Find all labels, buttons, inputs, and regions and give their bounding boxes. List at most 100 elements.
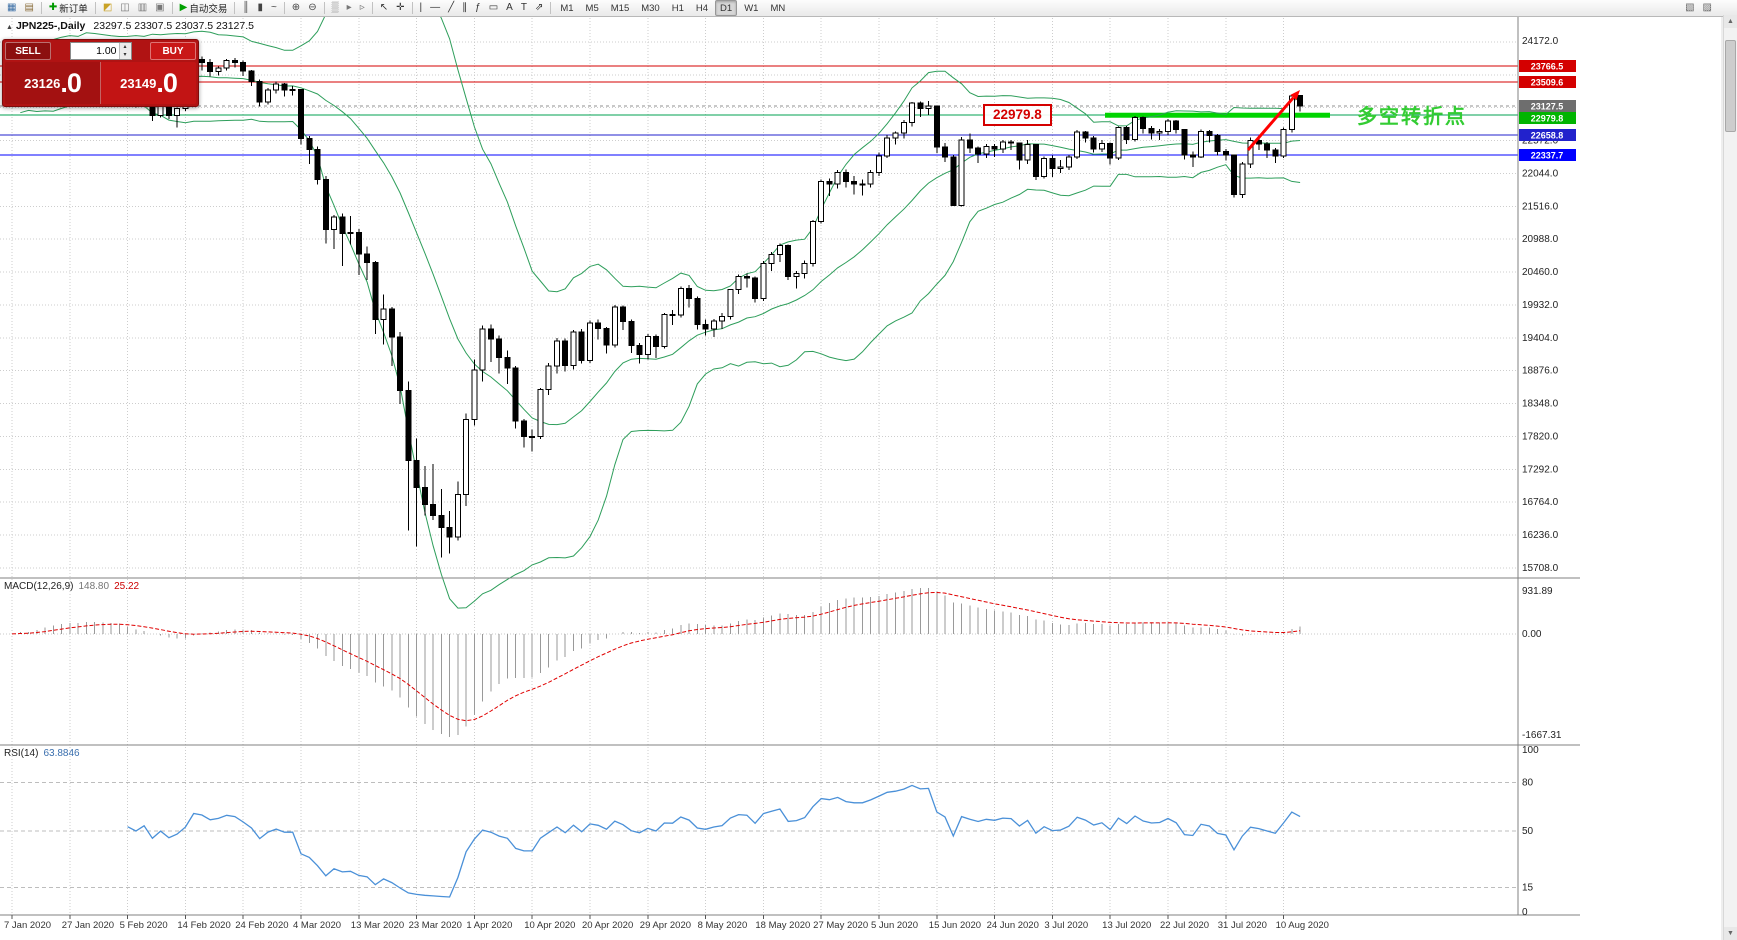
profiles-button[interactable]: ▤ [21, 0, 36, 16]
auto-trading-icon: ▶ [179, 2, 188, 13]
chart-shift-button[interactable]: ▹ [357, 0, 368, 16]
svg-text:20988.0: 20988.0 [1522, 234, 1559, 245]
svg-text:15: 15 [1522, 883, 1534, 894]
svg-text:23 Mar 2020: 23 Mar 2020 [409, 920, 462, 931]
timeframe-group: M1 M5 M15 M30 H1 H4 D1 W1 MN [554, 0, 791, 16]
svg-text:23127.5: 23127.5 [1531, 102, 1564, 112]
svg-text:15708.0: 15708.0 [1522, 563, 1559, 574]
thick-trend-line [1105, 112, 1330, 118]
svg-text:80: 80 [1522, 777, 1534, 788]
symbol-ohlc-values: 23297.5 23307.5 23037.5 23127.5 [93, 20, 254, 32]
svg-text:8 May 2020: 8 May 2020 [698, 920, 748, 931]
new-window-button[interactable]: ▨ [1700, 0, 1715, 16]
new-order-button[interactable]: ✚ 新订单 [46, 0, 91, 16]
timeframe-M1-button[interactable]: M1 [560, 2, 574, 14]
terminal-button[interactable]: ▣ [152, 0, 167, 16]
trendline-button[interactable]: ╱ [445, 0, 457, 16]
timeframe-D1-button[interactable]: D1 [715, 0, 738, 16]
price-callout-annotation[interactable]: 22979.8 [983, 104, 1052, 126]
svg-text:1 Apr 2020: 1 Apr 2020 [466, 920, 512, 931]
sell-price[interactable]: 23126.0 [5, 62, 101, 104]
turning-point-label[interactable]: 多空转折点 [1357, 106, 1467, 128]
timeframe-M5-button[interactable]: M5 [585, 2, 599, 14]
tile-windows-icon: ▒ [331, 2, 339, 13]
horizontal-line-icon: — [430, 2, 441, 13]
timeframe-M30-button[interactable]: M30 [641, 2, 660, 14]
svg-text:10 Aug 2020: 10 Aug 2020 [1276, 920, 1329, 931]
svg-text:23766.5: 23766.5 [1531, 62, 1564, 72]
chart-bars-button[interactable]: ║ [239, 0, 252, 16]
macd-panel: 931.89 0.00 -1667.31 [0, 586, 1562, 741]
channel-button[interactable]: ∥ [459, 0, 470, 16]
level-lines[interactable] [0, 65, 1518, 156]
toolbar: ▦ ▤ ✚ 新订单 ◩ ◫ ▥ ▣ ▶ 自动交易 ║ ▮ ~ ⊕ ⊖ ▒ ▸ ▹ ↖ ✛ | — ╱ ∥ ƒ ▭ A T ⇗ M1 M5 M… [0, 0, 1737, 17]
rsi-indicator-header: RSI(14) 63.8846 [4, 748, 80, 759]
volume-input[interactable] [70, 43, 119, 59]
svg-text:13 Jul 2020: 13 Jul 2020 [1102, 920, 1151, 931]
auto-trading-label: 自动交易 [189, 4, 228, 15]
volume-decrease-button[interactable]: ▾ [123, 52, 127, 58]
new-chart-icon: ▦ [7, 2, 17, 13]
shapes-button[interactable]: ▭ [486, 0, 501, 16]
scroll-up-button[interactable]: ▲ [1724, 15, 1737, 28]
cursor-icon: ↖ [379, 2, 389, 13]
scrollbar-thumb[interactable] [1725, 40, 1736, 132]
svg-text:31 Jul 2020: 31 Jul 2020 [1218, 920, 1267, 931]
rsi-value: 63.8846 [43, 748, 80, 759]
auto-scroll-button[interactable]: ▸ [344, 0, 355, 16]
vertical-line-button[interactable]: | [417, 0, 426, 16]
svg-text:18348.0: 18348.0 [1522, 399, 1559, 410]
data-window-icon: ◫ [120, 2, 130, 13]
trend-arrow[interactable] [1246, 90, 1300, 151]
fibonacci-button[interactable]: ƒ [472, 0, 484, 16]
svg-text:7 Jan 2020: 7 Jan 2020 [4, 920, 51, 931]
timeframe-H4-button[interactable]: H4 [695, 2, 709, 14]
arrows-icon: ⇗ [534, 2, 544, 13]
text-button[interactable]: A [503, 0, 516, 16]
buy-button[interactable]: BUY [150, 42, 196, 60]
scroll-down-button[interactable]: ▼ [1724, 927, 1737, 940]
svg-text:0.00: 0.00 [1522, 629, 1542, 640]
chart-candles-button[interactable]: ▮ [254, 0, 266, 16]
horizontal-line-button[interactable]: — [427, 0, 443, 16]
help-button[interactable]: ▧ [1682, 0, 1697, 16]
svg-text:21516.0: 21516.0 [1522, 201, 1559, 212]
timeframe-H1-button[interactable]: H1 [671, 2, 684, 14]
macd-signal-value: 25.22 [114, 581, 140, 592]
toolbar-separator [323, 2, 325, 14]
market-watch-button[interactable]: ◩ [100, 0, 115, 16]
chart-line-button[interactable]: ~ [268, 0, 280, 16]
svg-text:0: 0 [1522, 907, 1528, 918]
svg-text:15 Jun 2020: 15 Jun 2020 [929, 920, 981, 931]
timeframe-M15-button[interactable]: M15 [610, 2, 630, 14]
new-chart-button[interactable]: ▦ [4, 0, 19, 16]
svg-text:27 May 2020: 27 May 2020 [813, 920, 868, 931]
scrollbar-track[interactable] [1724, 28, 1737, 927]
vertical-line-icon: | [419, 2, 423, 13]
svg-text:16236.0: 16236.0 [1522, 530, 1559, 541]
vertical-scrollbar[interactable]: ▲ ▼ [1723, 15, 1737, 940]
svg-text:5 Feb 2020: 5 Feb 2020 [120, 920, 168, 931]
sell-button[interactable]: SELL [5, 42, 51, 60]
svg-text:22658.8: 22658.8 [1531, 131, 1564, 141]
svg-text:18876.0: 18876.0 [1522, 366, 1559, 377]
crosshair-button[interactable]: ✛ [393, 0, 407, 16]
navigator-button[interactable]: ▥ [135, 0, 150, 16]
text-label-button[interactable]: T [518, 0, 530, 16]
buy-price[interactable]: 23149.0 [101, 62, 196, 104]
volume-spinner: ▴ ▾ [118, 43, 131, 59]
chart-candles-icon: ▮ [257, 2, 263, 13]
channel-icon: ∥ [462, 2, 468, 13]
symbol-header: ▲ JPN225-,Daily 23297.5 23307.5 23037.5 23… [6, 20, 254, 32]
arrows-button[interactable]: ⇗ [532, 0, 546, 16]
volume-increase-button[interactable]: ▴ [123, 44, 127, 50]
data-window-button[interactable]: ◫ [117, 0, 132, 16]
zoom-in-button[interactable]: ⊕ [289, 0, 303, 16]
zoom-out-button[interactable]: ⊖ [305, 0, 319, 16]
auto-trading-button[interactable]: ▶ 自动交易 [177, 0, 231, 16]
timeframe-MN-button[interactable]: MN [770, 2, 786, 14]
timeframe-W1-button[interactable]: W1 [744, 2, 759, 14]
cursor-button[interactable]: ↖ [377, 0, 391, 16]
tile-windows-button[interactable]: ▒ [329, 0, 342, 16]
